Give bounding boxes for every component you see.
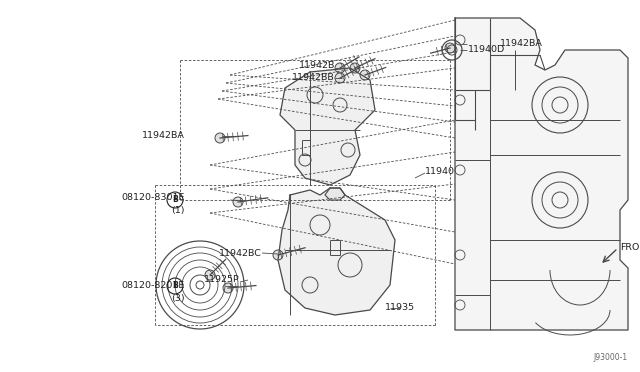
Circle shape xyxy=(215,133,225,143)
Text: 11935: 11935 xyxy=(385,304,415,312)
Circle shape xyxy=(360,70,370,80)
Circle shape xyxy=(335,73,345,83)
Text: 11940D: 11940D xyxy=(468,45,505,55)
Text: J93000-1: J93000-1 xyxy=(594,353,628,362)
Text: 11942BB: 11942BB xyxy=(292,73,335,81)
Text: (1): (1) xyxy=(172,205,185,215)
Text: 08120-8201E: 08120-8201E xyxy=(122,282,185,291)
Text: FRONT: FRONT xyxy=(620,244,640,253)
Circle shape xyxy=(223,283,233,293)
Circle shape xyxy=(233,197,243,207)
Text: 11942BA: 11942BA xyxy=(142,131,185,141)
Polygon shape xyxy=(325,188,345,200)
Circle shape xyxy=(205,270,215,280)
Text: 11925P: 11925P xyxy=(204,275,240,283)
Circle shape xyxy=(445,43,455,53)
Polygon shape xyxy=(455,18,628,330)
Text: 11942BA: 11942BA xyxy=(500,38,543,48)
Circle shape xyxy=(350,63,360,73)
Text: 11940: 11940 xyxy=(425,167,455,176)
Text: B: B xyxy=(172,196,178,205)
Polygon shape xyxy=(278,188,395,315)
Text: 11942B: 11942B xyxy=(299,61,335,70)
Circle shape xyxy=(273,250,283,260)
Circle shape xyxy=(335,63,345,73)
Text: 11942BC: 11942BC xyxy=(219,248,262,257)
Text: B: B xyxy=(172,282,178,291)
Text: (3): (3) xyxy=(172,294,185,302)
Text: 08120-8301E: 08120-8301E xyxy=(122,193,185,202)
Polygon shape xyxy=(280,68,375,185)
